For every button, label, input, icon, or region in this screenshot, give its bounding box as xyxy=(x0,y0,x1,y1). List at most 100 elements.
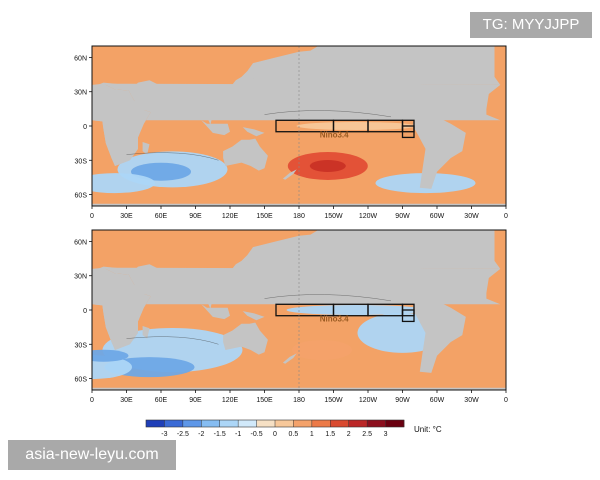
lon-label: 150E xyxy=(256,397,273,404)
cold-anomaly-agulhas xyxy=(92,349,129,362)
lon-label: 150W xyxy=(324,397,343,404)
colorbar-tick-label: -2 xyxy=(198,431,204,438)
land-japan xyxy=(241,260,256,274)
land-antarctica xyxy=(92,387,506,390)
land-eurasia xyxy=(97,46,501,125)
colorbar-swatch xyxy=(330,420,350,427)
colorbar-swatch xyxy=(256,420,276,427)
lat-label: 60S xyxy=(75,193,88,200)
land-south-america xyxy=(412,112,466,189)
colorbar-swatch xyxy=(311,420,331,427)
colorbar-tick-label: 2.5 xyxy=(362,431,372,438)
lat-label: 0 xyxy=(83,308,87,315)
colorbar-swatch xyxy=(385,420,405,427)
colorbar-tick-label: -1.5 xyxy=(214,431,226,438)
cool-anomaly-equatorial-pacific xyxy=(286,305,427,315)
lon-label: 90E xyxy=(189,213,202,220)
map-bottom-svg: Nino3.4 60N 30N 0 30S 60S 0 30E 60E 90E 120E 150E 18… xyxy=(74,229,508,404)
contour-line-indian xyxy=(126,152,219,161)
lat-label: 60S xyxy=(75,377,88,384)
lat-label: 0 xyxy=(83,124,87,131)
lon-label: 180 xyxy=(293,397,305,404)
lon-label: 30W xyxy=(464,213,479,220)
colorbar-swatch xyxy=(293,420,313,427)
watermark-top-right: TG: MYYJJPP xyxy=(470,12,592,38)
land-arabia xyxy=(132,276,159,297)
map-content: Nino3.4 xyxy=(92,230,506,390)
land-new-guinea xyxy=(242,311,265,321)
colorbar-tick-label: -3 xyxy=(161,431,167,438)
cold-anomaly-indian-ocean xyxy=(131,162,191,181)
lon-label: 60W xyxy=(430,397,445,404)
colorbar-tick-label: 3 xyxy=(384,431,388,438)
lon-label: 120E xyxy=(222,397,239,404)
land-africa xyxy=(92,267,501,350)
warm-anomaly-south-pacific xyxy=(292,340,352,360)
hot-core-south-pacific xyxy=(309,160,346,172)
nino12-region-box xyxy=(401,125,415,139)
colorbar-unit-label: Unit: °C xyxy=(414,425,442,434)
land-madagascar xyxy=(142,326,150,339)
lon-label: 0 xyxy=(504,213,508,220)
lon-label: 0 xyxy=(90,397,94,404)
lon-label: 60W xyxy=(430,213,445,220)
lon-label: 120E xyxy=(222,213,239,220)
lon-label: 180 xyxy=(293,213,305,220)
colorbar-swatch xyxy=(146,420,165,427)
colorbar-legend: -3 -2.5 -2 -1.5 -1 -0.5 0 0.5 1 1.5 2 2.5 3 Unit: °C xyxy=(130,418,460,448)
nino12-region-box xyxy=(401,309,415,323)
map-content: Nino3.4 xyxy=(92,46,506,206)
lat-label: 30N xyxy=(74,90,87,97)
land-eurasia xyxy=(97,230,501,309)
lon-label: 90W xyxy=(395,397,410,404)
colorbar-tick-label: 0.5 xyxy=(289,431,299,438)
lat-label: 60N xyxy=(74,239,87,246)
lat-label: 30N xyxy=(74,274,87,281)
colorbar-tick-label: -0.5 xyxy=(251,431,263,438)
land-australia xyxy=(223,322,268,355)
land-antarctica xyxy=(92,203,506,206)
colorbar-tick-label: 1 xyxy=(310,431,314,438)
contour-line-indian xyxy=(126,336,219,345)
cool-anomaly-south-atlantic xyxy=(92,173,155,194)
lon-label: 120W xyxy=(359,397,378,404)
land-japan xyxy=(241,76,256,90)
land-africa xyxy=(92,83,501,166)
colorbar-swatch xyxy=(238,420,257,427)
nino34-label: Nino3.4 xyxy=(320,314,349,323)
land-arabia xyxy=(132,92,159,113)
lat-label: 30S xyxy=(75,342,88,349)
colorbar-swatch xyxy=(219,420,239,427)
lat-label: 30S xyxy=(75,158,88,165)
land-indonesia xyxy=(201,304,230,320)
lon-label: 150E xyxy=(256,213,273,220)
lon-label: 60E xyxy=(155,397,168,404)
land-south-america xyxy=(412,296,466,373)
land-indonesia xyxy=(201,120,230,136)
lon-label: 120W xyxy=(359,213,378,220)
lon-label: 60E xyxy=(155,213,168,220)
colorbar-tick-label: 2 xyxy=(347,431,351,438)
land-new-zealand xyxy=(282,169,297,180)
colorbar-swatch xyxy=(275,420,294,427)
contour-line-tropical xyxy=(264,110,392,118)
land-australia xyxy=(223,138,268,171)
land-new-zealand xyxy=(282,353,297,364)
lon-label: 0 xyxy=(504,397,508,404)
contour-line-tropical xyxy=(264,294,392,302)
lon-label: 150W xyxy=(324,213,343,220)
equatorial-warm-band xyxy=(296,122,417,130)
lon-label: 30E xyxy=(120,213,133,220)
colorbar-swatch xyxy=(164,420,184,427)
watermark-bottom-left: asia-new-leyu.com xyxy=(8,440,176,470)
lon-label: 90W xyxy=(395,213,410,220)
colorbar-tick-label: -1 xyxy=(235,431,241,438)
colorbar-svg: -3 -2.5 -2 -1.5 -1 -0.5 0 0.5 1 1.5 2 2.5 3 Unit: °C xyxy=(145,419,442,438)
colorbar-tick-label: 1.5 xyxy=(325,431,335,438)
colorbar-swatch xyxy=(182,420,202,427)
nino34-label: Nino3.4 xyxy=(320,130,349,139)
land-new-guinea xyxy=(242,127,265,137)
lon-label: 90E xyxy=(189,397,202,404)
sst-anomaly-map-top: Nino3.4 60N 30N 0 30S 60S 0 30E 60E 90E 120E 150E 18… xyxy=(60,42,510,228)
lon-label: 30E xyxy=(120,397,133,404)
